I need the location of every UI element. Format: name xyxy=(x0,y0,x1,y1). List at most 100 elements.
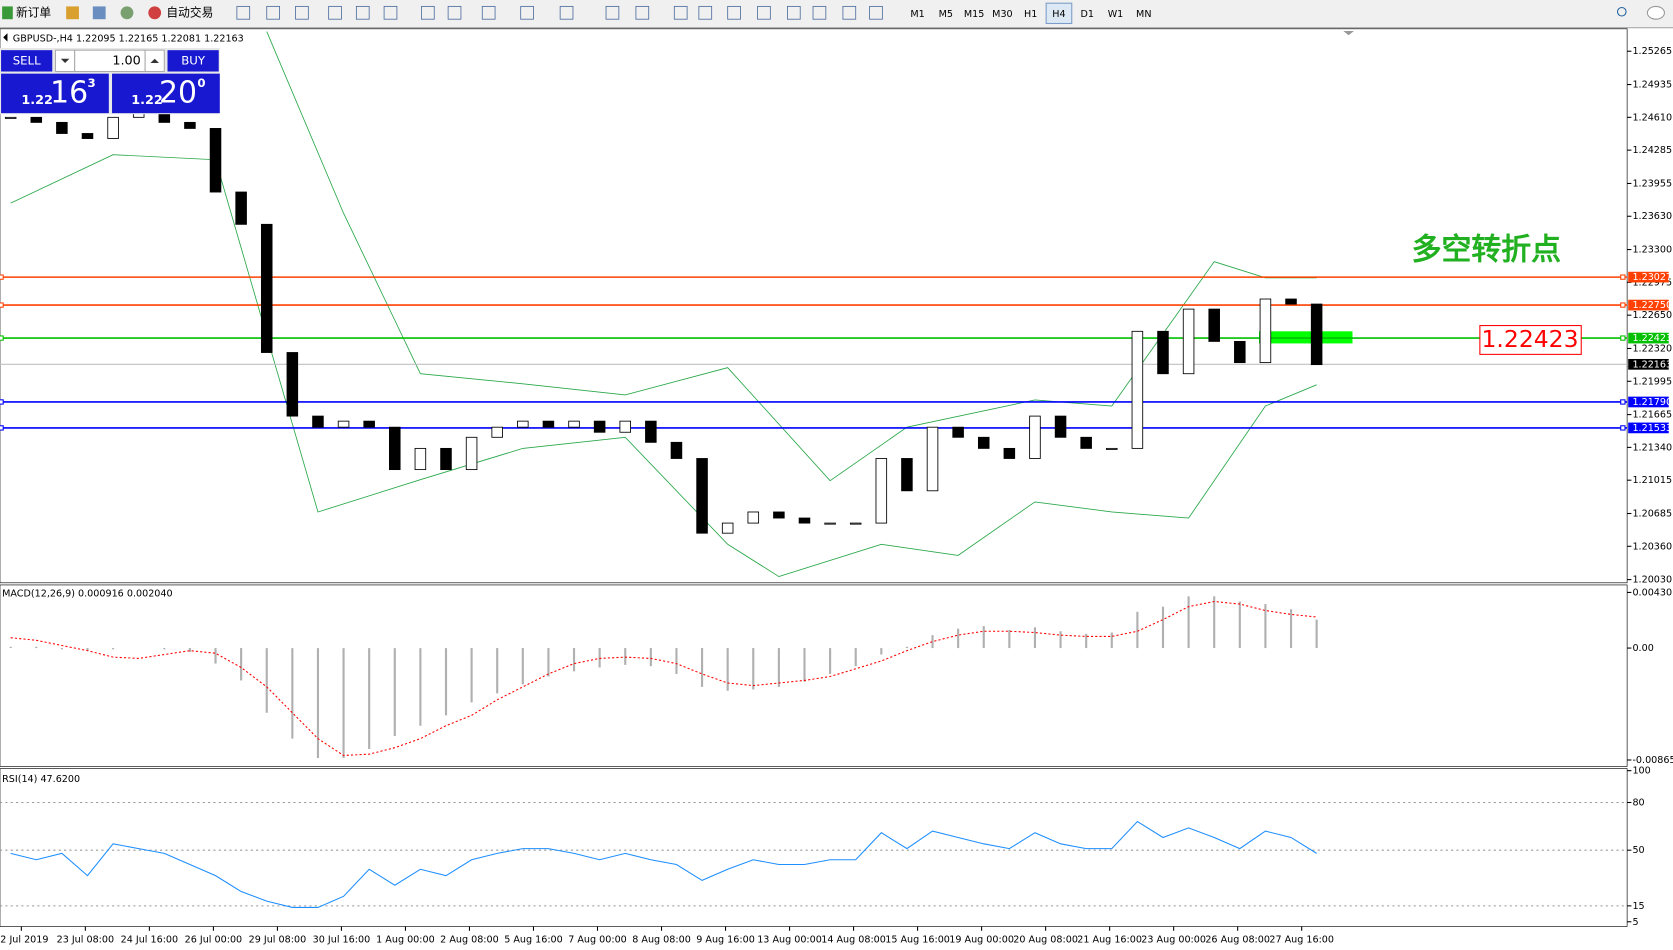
toolbar-tool[interactable] xyxy=(421,5,435,20)
chat-icon[interactable] xyxy=(1646,5,1665,20)
toolbar-tool[interactable] xyxy=(383,5,398,20)
candle xyxy=(568,420,580,428)
tool-icon[interactable] xyxy=(92,6,106,20)
candle xyxy=(1003,447,1016,459)
candle xyxy=(926,426,939,492)
level-handle[interactable] xyxy=(0,302,4,308)
toolbar-tool[interactable] xyxy=(757,5,771,20)
level-price-label: 1.23027 xyxy=(1632,272,1672,283)
x-tick-label: 8 Aug 08:00 xyxy=(632,934,691,945)
level-handle[interactable] xyxy=(0,274,4,280)
x-tick-label: 29 Jul 08:00 xyxy=(249,934,307,945)
candle xyxy=(1182,308,1195,375)
plot: 1.25265 1.24935 1.24610 1.24285 1.23955 1.236… xyxy=(0,31,1673,945)
y-tick-label: 1.20030 xyxy=(1632,575,1672,586)
timeframe-button[interactable]: M30 xyxy=(992,9,1012,20)
timeframe-button[interactable]: D1 xyxy=(1080,9,1093,20)
rsi-pane xyxy=(0,768,1628,927)
y-tick-label: 1.23300 xyxy=(1632,245,1672,256)
buy-label[interactable]: BUY xyxy=(181,53,206,67)
level-handle[interactable] xyxy=(0,399,4,405)
toolbar-tool[interactable] xyxy=(786,5,801,20)
candle xyxy=(773,511,785,519)
buy-price-small[interactable]: 0 xyxy=(197,76,205,90)
candle xyxy=(1054,415,1067,438)
candle xyxy=(1106,447,1118,450)
y-tick-label: 1.21665 xyxy=(1632,410,1672,421)
timeframe-button[interactable]: M5 xyxy=(939,9,953,20)
volume-value[interactable]: 1.00 xyxy=(112,53,140,68)
toolbar-tool[interactable] xyxy=(236,5,251,20)
sell-button[interactable] xyxy=(1,50,53,72)
candle xyxy=(389,426,401,471)
y-tick-label: 1.23630 xyxy=(1632,211,1672,222)
toolbar-tool[interactable] xyxy=(295,5,309,20)
candle xyxy=(107,116,119,139)
toolbar-tool[interactable] xyxy=(266,5,280,20)
x-tick-label: 15 Aug 16:00 xyxy=(885,934,950,945)
toolbar-tool[interactable] xyxy=(673,5,688,20)
auto-trading-button[interactable]: 自动交易 xyxy=(166,5,213,19)
sell-price-main[interactable]: 16 xyxy=(50,75,88,110)
level-handle[interactable] xyxy=(0,425,4,431)
sell-price-big[interactable]: 1.22 xyxy=(21,93,53,108)
timeframe-button[interactable]: M1 xyxy=(910,9,924,20)
new-order-icon[interactable] xyxy=(2,6,13,20)
candle xyxy=(721,522,734,534)
tool-icon[interactable] xyxy=(66,6,79,20)
toolbar-tool[interactable] xyxy=(447,5,462,20)
toolbar-tool[interactable] xyxy=(355,5,370,20)
candle xyxy=(977,436,990,449)
toolbar-tool[interactable] xyxy=(842,5,857,20)
toolbar-tool[interactable] xyxy=(481,5,496,20)
level-handle[interactable] xyxy=(1620,425,1626,431)
sell-label[interactable]: SELL xyxy=(13,53,41,67)
indicator-title: MACD(12,26,9) 0.000916 0.002040 xyxy=(2,588,172,599)
auto-trading-icon[interactable] xyxy=(148,6,162,20)
y-tick-label: 1.23955 xyxy=(1632,178,1672,189)
candle xyxy=(593,420,606,433)
level-price-box xyxy=(1628,332,1669,344)
toolbar-tool[interactable] xyxy=(520,5,534,20)
candle xyxy=(312,415,324,428)
candle xyxy=(952,426,964,438)
candle xyxy=(619,420,632,433)
candle xyxy=(286,352,299,417)
buy-price-big[interactable]: 1.22 xyxy=(131,93,163,108)
timeframe-button[interactable]: MN xyxy=(1136,9,1151,20)
toolbar-tool[interactable] xyxy=(727,5,741,20)
toolbar-tool[interactable] xyxy=(559,5,574,20)
y-tick-label: 1.22320 xyxy=(1632,343,1672,354)
tool-icon[interactable] xyxy=(120,6,134,20)
y-tick-label: 100 xyxy=(1632,766,1650,777)
timeframe-button[interactable]: M15 xyxy=(964,9,984,20)
buy-button[interactable] xyxy=(167,50,219,72)
volume-up-icon[interactable] xyxy=(150,58,159,63)
timeframe-button[interactable]: W1 xyxy=(1108,9,1124,20)
timeframe-button[interactable]: H4 xyxy=(1052,9,1065,20)
level-handle[interactable] xyxy=(0,335,4,341)
buy-quote[interactable] xyxy=(112,73,220,114)
macd-signal xyxy=(10,600,1317,757)
level-handle[interactable] xyxy=(1620,335,1626,341)
toolbar xyxy=(0,0,1673,28)
toolbar-tool[interactable] xyxy=(605,5,620,20)
toolbar-tool[interactable] xyxy=(869,5,883,20)
search-icon[interactable] xyxy=(1616,6,1627,17)
sell-quote[interactable] xyxy=(1,73,109,114)
toolbar-tool[interactable] xyxy=(812,5,827,20)
buy-price-main[interactable]: 20 xyxy=(159,75,197,110)
level-handle[interactable] xyxy=(1620,274,1626,280)
new-order-button[interactable]: 新订单 xyxy=(16,5,51,19)
x-tick-label: 22 Jul 2019 xyxy=(0,934,48,945)
volume-down-icon[interactable] xyxy=(60,58,70,63)
timeframe-button[interactable]: H1 xyxy=(1024,9,1037,20)
candle xyxy=(1131,330,1144,449)
level-handle[interactable] xyxy=(1620,302,1626,308)
candle xyxy=(414,447,427,471)
toolbar-tool[interactable] xyxy=(698,5,713,20)
level-handle[interactable] xyxy=(1620,399,1626,405)
toolbar-tool[interactable] xyxy=(635,5,650,20)
sell-price-small[interactable]: 3 xyxy=(87,76,95,90)
toolbar-tool[interactable] xyxy=(328,5,342,20)
